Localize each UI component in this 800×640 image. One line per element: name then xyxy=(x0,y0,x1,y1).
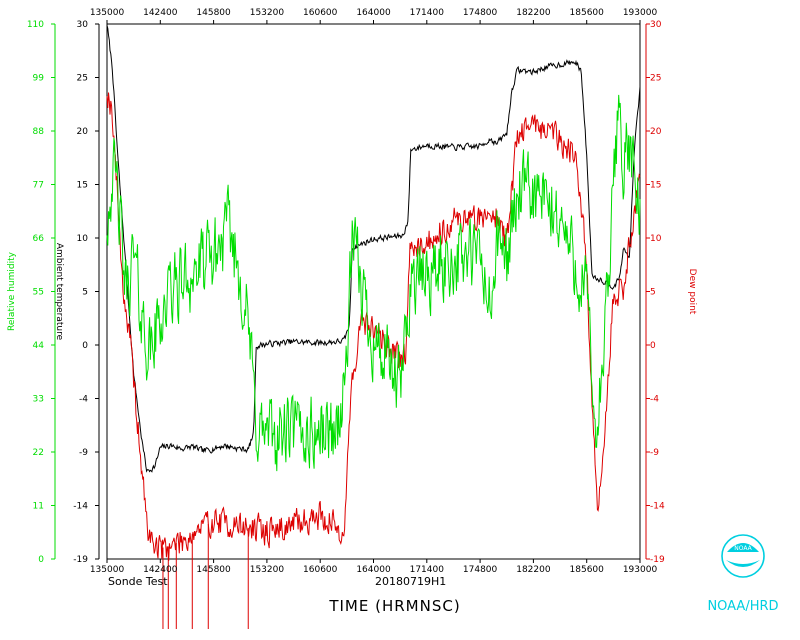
temp-axis-tick-label: 5 xyxy=(82,288,88,298)
x-tick-label-top: 171400 xyxy=(410,8,445,18)
noaa-seal-text: NOAA xyxy=(734,545,752,552)
rh-axis-tick-label: 11 xyxy=(33,502,44,512)
dew-axis-tick-label: 0 xyxy=(650,341,656,351)
x-tick-label-top: 193000 xyxy=(623,8,658,18)
temp-axis-tick-label: 20 xyxy=(77,127,89,137)
dew-axis-tick-label: 25 xyxy=(650,74,661,84)
series-line-dew-point xyxy=(106,92,641,561)
x-tick-label-bottom: 164000 xyxy=(356,565,391,575)
x-tick-label-bottom: 145800 xyxy=(196,565,231,575)
dew-axis-title: Dew point xyxy=(687,269,697,315)
x-tick-label-bottom: 142400 xyxy=(143,565,178,575)
dew-axis-tick-label: -4 xyxy=(650,395,659,405)
temp-axis-tick-label: 10 xyxy=(77,234,89,244)
rh-axis-tick-label: 0 xyxy=(38,555,44,565)
dew-axis-tick-label: -9 xyxy=(650,448,659,458)
rh-axis-tick-label: 66 xyxy=(33,234,45,244)
noaa-seal-wave xyxy=(726,560,760,567)
rh-axis-tick-label: 99 xyxy=(33,74,45,84)
axes-layer xyxy=(51,20,650,563)
rh-axis-tick-label: 110 xyxy=(27,20,44,30)
rh-axis-tick-label: 55 xyxy=(33,288,44,298)
x-tick-label-bottom: 153200 xyxy=(250,565,285,575)
temp-axis-tick-label: 0 xyxy=(82,341,88,351)
x-tick-label-bottom: 193000 xyxy=(623,565,658,575)
rh-axis-tick-label: 44 xyxy=(33,341,45,351)
temp-axis-title: Ambient temperature xyxy=(54,243,64,341)
x-tick-label-bottom: 185600 xyxy=(570,565,605,575)
x-tick-label-top: 160600 xyxy=(303,8,338,18)
dew-axis-tick-label: -19 xyxy=(650,555,665,565)
x-tick-label-bottom: 160600 xyxy=(303,565,338,575)
x-tick-label-bottom: 135000 xyxy=(90,565,125,575)
temp-axis-tick-label: 25 xyxy=(77,74,88,84)
temp-axis-tick-label: 15 xyxy=(77,181,88,191)
dew-axis-tick-label: 15 xyxy=(650,181,661,191)
temp-axis-tick-label: -19 xyxy=(73,555,88,565)
footer-center-label: 20180719H1 xyxy=(375,575,446,588)
temp-axis-tick-label: -4 xyxy=(79,395,88,405)
rh-axis-tick-label: 22 xyxy=(33,448,44,458)
dew-axis-tick-label: 10 xyxy=(650,234,662,244)
temp-axis-tick-label: -14 xyxy=(73,502,88,512)
x-tick-label-top: 164000 xyxy=(356,8,391,18)
x-tick-label-top: 182200 xyxy=(516,8,551,18)
footer-left-label: Sonde Test xyxy=(108,575,168,588)
dew-axis-tick-label: 30 xyxy=(650,20,662,30)
rh-axis-tick-label: 77 xyxy=(33,181,44,191)
x-tick-label-bottom: 182200 xyxy=(516,565,551,575)
dew-axis-tick-label: 20 xyxy=(650,127,662,137)
rh-axis-tick-label: 88 xyxy=(33,127,45,137)
x-tick-label-top: 174800 xyxy=(463,8,498,18)
dew-axis-tick-label: 5 xyxy=(650,288,656,298)
x-tick-label-bottom: 171400 xyxy=(410,565,445,575)
dew-axis-tick-label: -14 xyxy=(650,502,665,512)
x-tick-label-bottom: 174800 xyxy=(463,565,498,575)
temp-axis-tick-label: -9 xyxy=(79,448,88,458)
rh-axis-tick-label: 33 xyxy=(33,395,44,405)
x-axis-title: TIME (HRMNSC) xyxy=(328,597,460,615)
noaa-seal-bird xyxy=(727,543,759,552)
x-tick-label-top: 153200 xyxy=(250,8,285,18)
temp-axis-tick-label: 30 xyxy=(77,20,89,30)
noaa-seal-ring xyxy=(721,534,765,578)
x-tick-label-top: 135000 xyxy=(90,8,125,18)
series-line-relative-humidity xyxy=(106,94,641,472)
x-tick-label-top: 185600 xyxy=(570,8,605,18)
plot-area xyxy=(106,25,641,629)
noaa-logo: NOAA xyxy=(721,534,765,578)
x-tick-label-top: 145800 xyxy=(196,8,231,18)
labels-layer: 135000 135000 142400 142400 145800 145800 1532… xyxy=(7,8,697,575)
rh-axis-title: Relative humidity xyxy=(7,251,17,331)
x-tick-label-top: 142400 xyxy=(143,8,178,18)
noaa-hrd-label: NOAA/HRD xyxy=(707,599,778,614)
series-line-ambient-temperature xyxy=(106,25,641,473)
